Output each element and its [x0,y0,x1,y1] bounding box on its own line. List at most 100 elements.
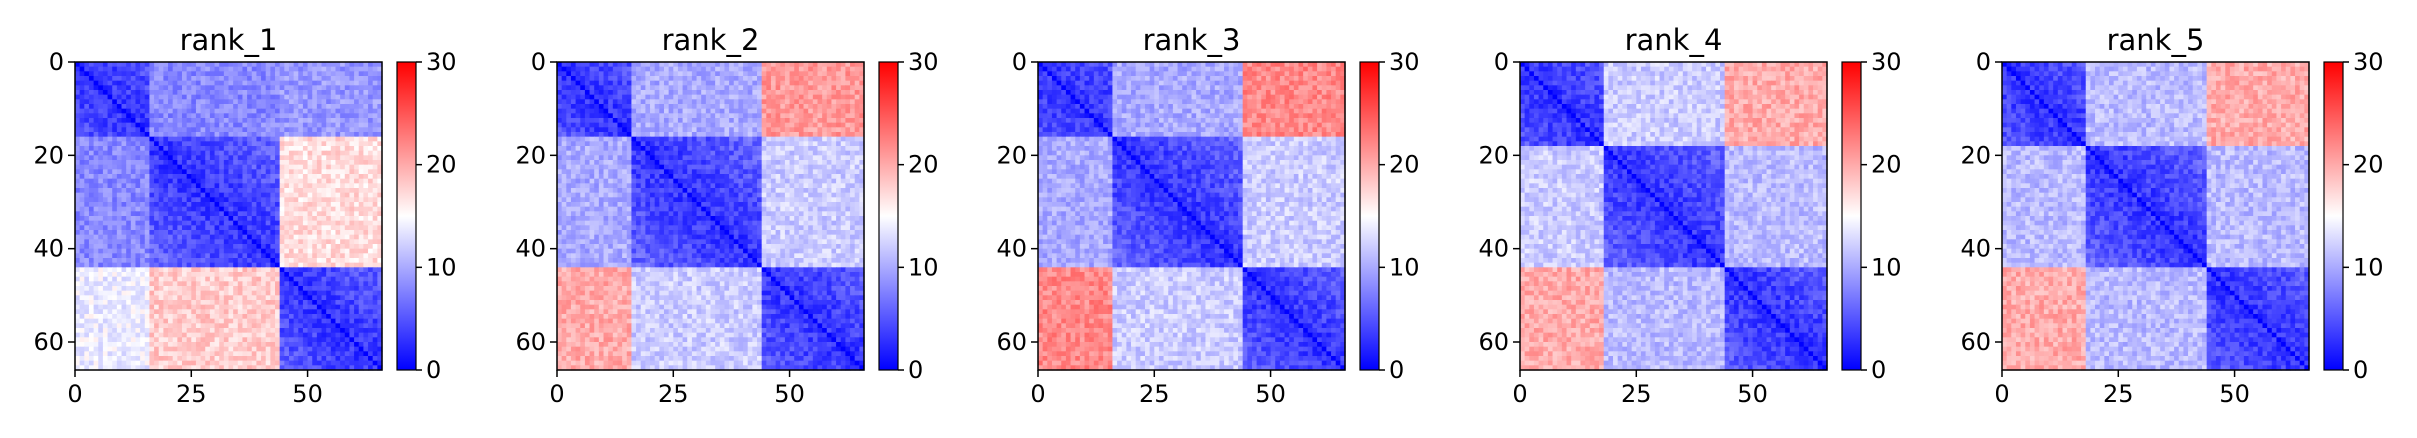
heatmap-cell [168,193,173,198]
heatmap-cell [368,197,373,202]
heatmap-cell [145,127,150,132]
heatmap-cell [196,323,201,328]
heatmap-cell [266,272,271,277]
heatmap-cell [238,127,243,132]
heatmap-cell [331,193,336,198]
heatmap-cell [308,249,313,254]
heatmap-cell [799,81,804,86]
heatmap-cell [191,127,196,132]
heatmap-cell [813,81,818,86]
heatmap-cell [298,141,303,146]
heatmap-cell [275,207,280,212]
heatmap-cell [266,207,271,212]
heatmap-cell [80,90,85,95]
heatmap-cell [229,267,234,272]
heatmap-cell [368,90,373,95]
heatmap-cell [363,328,368,333]
heatmap-cell [210,113,215,118]
heatmap-cell [368,361,373,366]
heatmap-cell [187,160,192,165]
heatmap-cell [131,146,136,151]
heatmap-cell [256,356,261,361]
heatmap-cell [219,272,224,277]
heatmap-cell [715,71,720,76]
heatmap-cell [84,230,89,235]
heatmap-cell [322,216,327,221]
heatmap-cell [149,267,154,272]
heatmap-cell [98,113,103,118]
heatmap-cell [845,85,850,90]
heatmap-cell [219,281,224,286]
heatmap-cell [140,258,145,263]
heatmap-cell [270,347,275,352]
heatmap-cell [841,76,846,81]
heatmap-cell [135,151,140,156]
heatmap-cell [140,193,145,198]
heatmap-cell [80,76,85,81]
heatmap-cell [576,62,581,67]
heatmap-cell [75,151,80,156]
heatmap-cell [205,123,210,128]
heatmap-cell [191,109,196,114]
heatmap-cell [112,333,117,338]
heatmap-cell [308,221,313,226]
heatmap-cell [229,183,234,188]
heatmap-cell [247,351,252,356]
heatmap-cell [84,225,89,230]
heatmap-cell [701,76,706,81]
heatmap-cell [191,244,196,249]
heatmap-cell [94,309,99,314]
heatmap-cell [215,146,220,151]
heatmap-cell [771,81,776,86]
heatmap-cell [284,342,289,347]
heatmap-cell [131,193,136,198]
heatmap-cell [229,123,234,128]
heatmap-cell [140,202,145,207]
heatmap-cell [108,286,113,291]
heatmap-cell [215,155,220,160]
heatmap-cell [224,286,229,291]
heatmap-cell [308,267,313,272]
heatmap-cell [289,169,294,174]
heatmap-cell [715,76,720,81]
heatmap-cell [664,95,669,100]
heatmap-cell [103,118,108,123]
heatmap-cell [149,221,154,226]
heatmap-cell [140,291,145,296]
heatmap-cell [219,137,224,142]
heatmap-cell [831,95,836,100]
heatmap-cell [368,281,373,286]
heatmap-cell [159,179,164,184]
heatmap-cell [256,179,261,184]
heatmap-cell [173,300,178,305]
heatmap-cell [831,85,836,90]
heatmap-cell [131,305,136,310]
heatmap-cell [326,244,331,249]
heatmap-cell [294,76,299,81]
heatmap-cell [122,333,127,338]
heatmap-cell [126,333,131,338]
heatmap-cell [182,295,187,300]
heatmap-cell [201,281,206,286]
heatmap-cell [252,249,257,254]
heatmap-cell [126,225,131,230]
heatmap-cell [163,62,168,67]
heatmap-cell [317,207,322,212]
heatmap-cell [177,351,182,356]
heatmap-cell [84,81,89,86]
heatmap-cell [196,351,201,356]
heatmap-cell [224,118,229,123]
heatmap-cell [159,62,164,67]
heatmap-cell [94,351,99,356]
heatmap-cell [163,85,168,90]
heatmap-cell [154,118,159,123]
heatmap-cell [340,263,345,268]
heatmap-cell [182,169,187,174]
heatmap-cell [280,132,285,137]
heatmap-cell [368,314,373,319]
heatmap-cell [566,90,571,95]
x-tick-label: 0 [67,380,82,408]
heatmap-cell [149,356,154,361]
heatmap-cell [345,300,350,305]
heatmap-cell [734,62,739,67]
